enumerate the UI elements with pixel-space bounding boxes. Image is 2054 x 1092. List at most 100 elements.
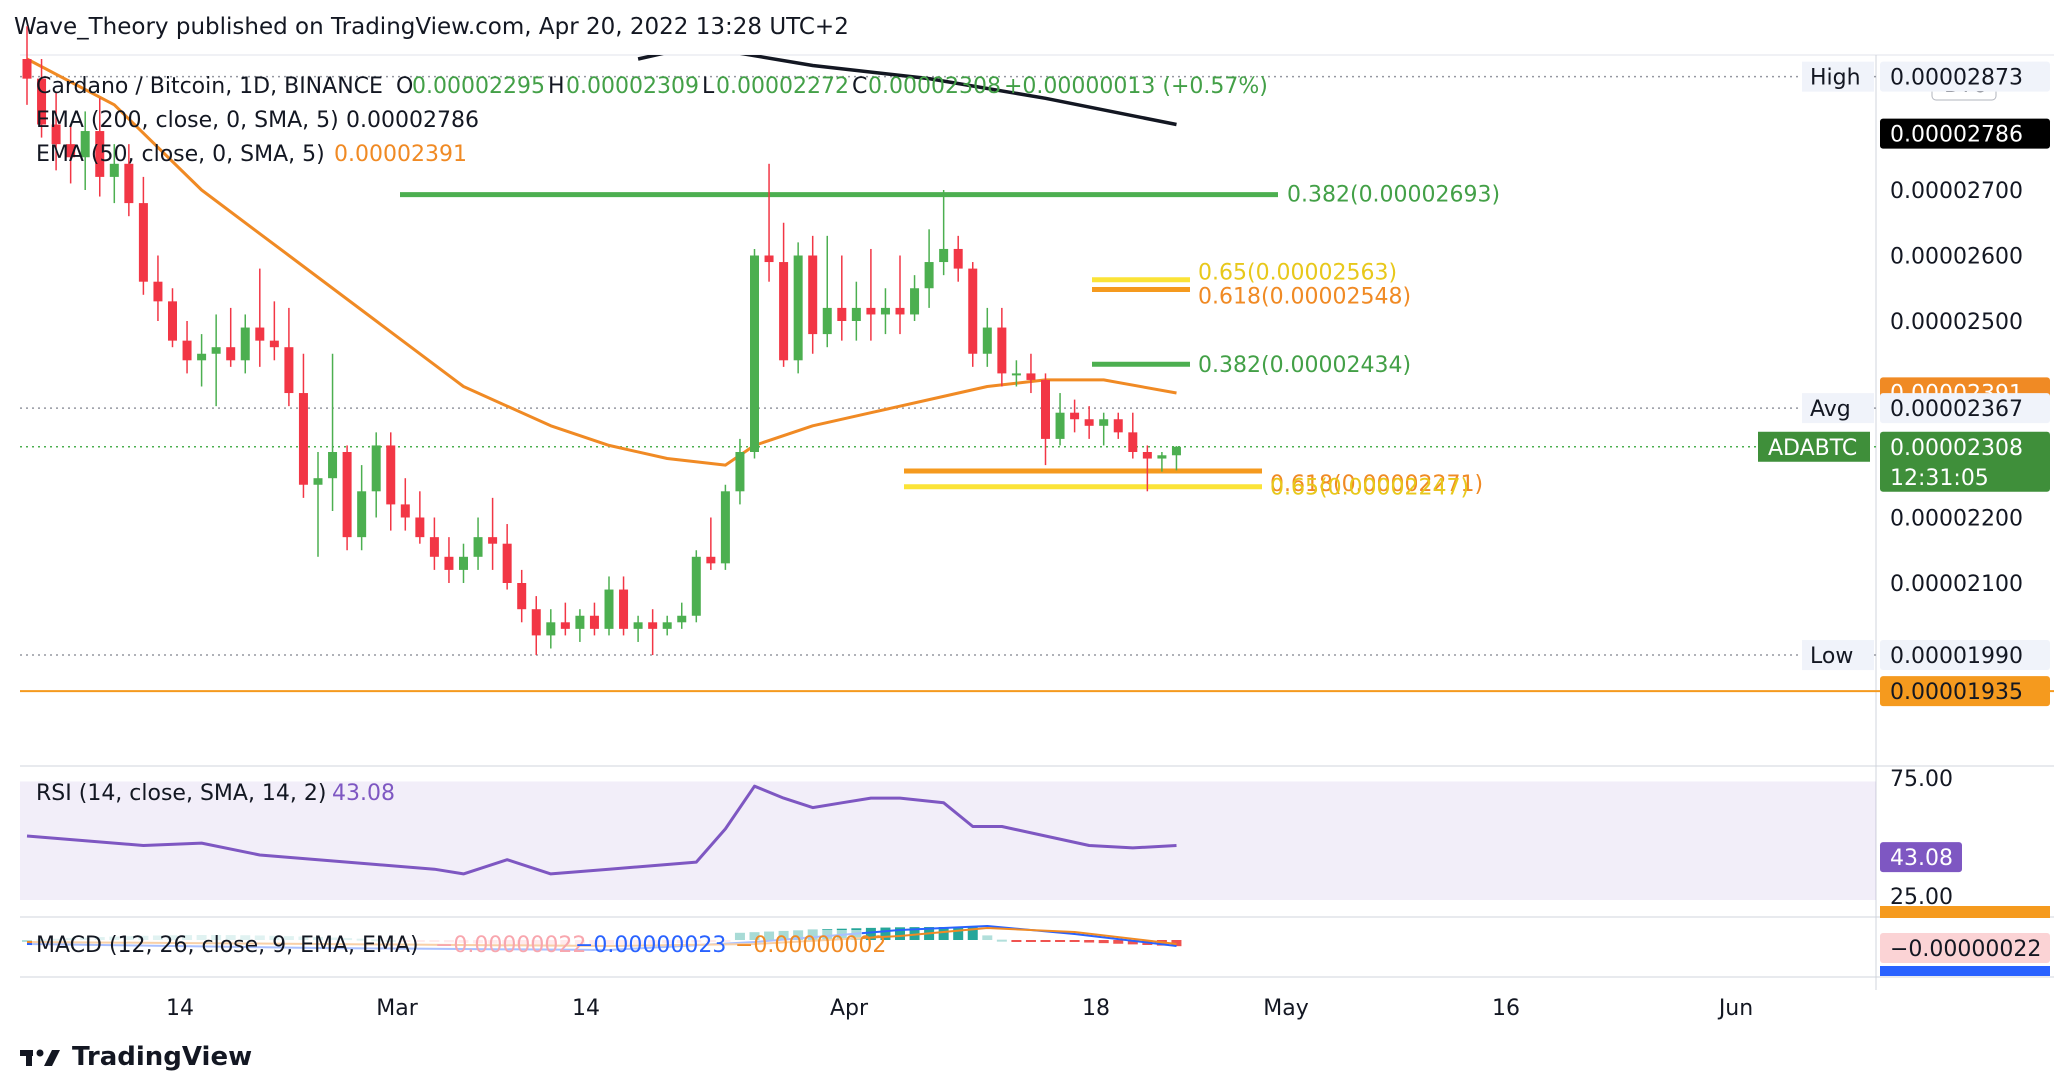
candle-body [691, 556, 701, 616]
candle-body [415, 517, 425, 538]
candle-body [822, 307, 832, 335]
candle-body [1070, 412, 1080, 420]
candle-body [648, 622, 658, 629]
legend-ema200-value: 0.00002786 [346, 108, 479, 133]
tradingview-brand[interactable]: TradingView [20, 1042, 252, 1072]
fib-label-4: 0.618(0.00002271) [1270, 472, 1483, 497]
candle-body [269, 340, 279, 348]
time-tick: Jun [1717, 996, 1753, 1021]
candle-body [837, 307, 847, 321]
candle-body [168, 301, 177, 341]
ema200-tag: 0.00002786 [1890, 123, 2023, 148]
candle-body [982, 327, 992, 354]
candle-body [80, 131, 90, 158]
price-tick: 0.00002700 [1890, 179, 2023, 204]
candle-body [444, 556, 454, 570]
rsi-band [20, 781, 1876, 900]
legend-c: 0.00002308 [868, 74, 1001, 99]
candle-body [371, 445, 381, 492]
candle-body [226, 347, 236, 361]
candle-body [51, 124, 61, 145]
candle-body [939, 248, 949, 263]
high-tag: 0.00002873 [1890, 66, 2023, 91]
macd-signal-value: −0.00000002 [735, 933, 886, 958]
ema200-tag-bg [1880, 118, 2050, 149]
candle-body [429, 537, 439, 557]
candle-body [706, 556, 716, 564]
legend-change: +0.00000013 (+0.57%) [1004, 74, 1268, 99]
fib-label-5: 0.65(0.00002247) [1270, 476, 1469, 501]
fib-label-1: 0.65(0.00002563) [1198, 261, 1397, 286]
candle-body [779, 262, 789, 361]
avg-tag: 0.00002367 [1890, 397, 2023, 422]
candle-body [1113, 419, 1123, 433]
macd-histogram-bar [1084, 940, 1095, 943]
time-tick: 16 [1492, 996, 1520, 1021]
symbol-tag: ADABTC [1768, 436, 1857, 461]
candle-body [531, 609, 541, 636]
macd-line-tag-bg [1880, 966, 2050, 976]
macd-legend-bg [32, 930, 862, 958]
candle-body [895, 307, 905, 315]
macd-histogram-bar [982, 935, 993, 940]
candle-body [342, 452, 352, 538]
candle-body [750, 255, 759, 452]
rsi-tag: 43.08 [1890, 846, 1953, 871]
candle-body [298, 393, 308, 485]
candle-body [735, 452, 745, 492]
candle-body [124, 163, 134, 204]
rsi-tick-25: 25.00 [1890, 885, 1953, 910]
avg-tag-bg [1880, 393, 2050, 424]
high-label: High [1810, 66, 1861, 91]
candle-body [677, 615, 687, 623]
candle-body [764, 255, 774, 263]
candle-body [502, 543, 512, 583]
candle-body [1055, 412, 1065, 439]
candle-body [1041, 379, 1050, 439]
fib-label-2: 0.618(0.00002548) [1198, 285, 1411, 310]
brand-name: TradingView [72, 1042, 253, 1072]
macd-histogram-bar [938, 927, 949, 940]
time-tick: 18 [1082, 996, 1110, 1021]
macd-tag: −0.00000022 [1890, 937, 2041, 962]
candle-body [138, 203, 148, 282]
legend-h: 0.00002309 [566, 74, 699, 99]
candle-body [240, 327, 250, 361]
low-label: Low [1810, 644, 1853, 669]
macd-histogram-bar [895, 927, 905, 940]
candle-body [66, 144, 76, 158]
time-tick: Apr [830, 996, 869, 1021]
hline-tag: 0.00001935 [1890, 680, 2023, 705]
legend-ema50-label: EMA (50, close, 0, SMA, 5) [36, 142, 325, 167]
candle-body [22, 59, 32, 79]
price-tick: 0.00002600 [1890, 245, 2023, 270]
legend-o_label: O [396, 74, 413, 99]
candle-body [1142, 452, 1152, 459]
macd-tag-bg [1880, 933, 2050, 963]
candle-body [604, 589, 614, 629]
publisher-line: Wave_Theory published on TradingView.com… [14, 14, 849, 40]
price-tick: 0.00002500 [1890, 310, 2023, 335]
avg-label-bg [1802, 393, 1874, 424]
candle-body [793, 255, 803, 361]
time-tick: Mar [376, 996, 418, 1021]
macd-histogram-bar [1127, 940, 1138, 945]
candle-body [1026, 373, 1036, 380]
high-label-bg [1802, 61, 1874, 92]
ema200-line [637, 55, 1177, 127]
low-label-bg [1802, 640, 1874, 671]
candle-body [1128, 432, 1138, 452]
candle-body [575, 615, 585, 629]
macd-label: MACD (12, 26, close, 9, EMA, EMA) [36, 933, 419, 958]
candle-body [589, 615, 599, 629]
candle-body [851, 307, 861, 321]
candle-body [560, 622, 570, 629]
candle-body [633, 622, 643, 629]
symbol-tag-bg [1758, 431, 1870, 462]
macd-histogram-bar [1011, 940, 1022, 942]
hline-tag-bg [1880, 676, 2050, 707]
candle-body [182, 340, 192, 361]
candle-body [968, 268, 978, 354]
candle-body [1157, 455, 1167, 459]
